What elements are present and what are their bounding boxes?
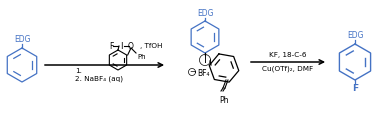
Text: I: I	[120, 41, 122, 50]
Text: , TfOH: , TfOH	[140, 43, 163, 49]
Text: I: I	[204, 55, 206, 65]
Text: EDG: EDG	[14, 35, 30, 44]
Text: 1.: 1.	[75, 68, 82, 74]
Text: Ph: Ph	[219, 96, 229, 105]
Text: O: O	[128, 41, 134, 50]
Text: F: F	[109, 41, 113, 50]
Text: Ph: Ph	[137, 54, 146, 60]
Text: Cu(OTf)₂, DMF: Cu(OTf)₂, DMF	[262, 66, 314, 73]
Text: KF, 18-C-6: KF, 18-C-6	[269, 52, 307, 58]
Text: 2. NaBF₄ (aq): 2. NaBF₄ (aq)	[75, 75, 123, 82]
Text: EDG: EDG	[197, 9, 213, 18]
Text: F: F	[352, 84, 358, 93]
Text: EDG: EDG	[347, 31, 363, 40]
Text: BF₄: BF₄	[197, 70, 209, 79]
Text: −: −	[189, 69, 195, 75]
